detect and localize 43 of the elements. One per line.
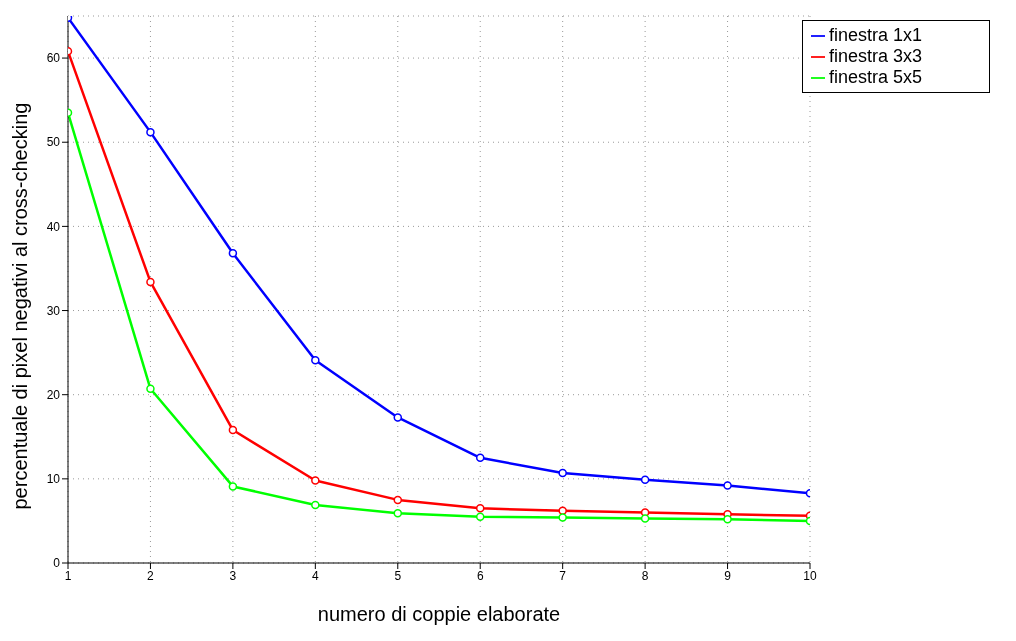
x-axis-title: numero di coppie elaborate [317,603,561,625]
x-tick-label: 9 [724,568,732,583]
x-tick-label: 7 [559,568,567,583]
x-tick-label: 1 [64,568,72,583]
point [723,481,732,490]
point [228,425,238,435]
point [311,500,320,510]
y-tick-label: 30 [46,303,61,318]
point [558,513,567,522]
point [558,468,567,478]
y-tick-label: 20 [46,387,61,402]
point [393,509,403,518]
x-tick-label: 2 [147,568,155,583]
point [393,413,403,422]
point [475,453,485,463]
x-tick-label: 5 [394,568,402,583]
point [311,355,320,365]
y-tick-label: 0 [53,556,61,571]
point [146,384,155,394]
point [228,249,238,258]
point [723,514,732,524]
point [393,495,403,505]
point [640,514,650,523]
legend-label: finestra 5x5 [829,67,923,87]
point [228,482,238,491]
y-tick-label: 60 [46,51,61,66]
y-tick-label: 50 [46,135,61,150]
x-tick-label: 4 [311,568,319,583]
point [311,476,320,485]
point [475,512,485,521]
y-axis-title: percentuale di pixel negativi al cross-checking [9,102,32,510]
x-tick-label: 3 [229,568,237,583]
point [146,127,155,137]
y-tick-label: 10 [46,472,61,487]
y-tick-label: 40 [46,219,61,234]
point [146,277,155,287]
x-tick-label: 8 [641,568,649,583]
x-tick-label: 6 [476,568,484,583]
legend-label: finestra 1x1 [829,25,923,45]
x-tick-label: 10 [803,568,817,583]
point [475,504,485,513]
legend-label: finestra 3x3 [829,46,923,66]
point [640,475,650,484]
